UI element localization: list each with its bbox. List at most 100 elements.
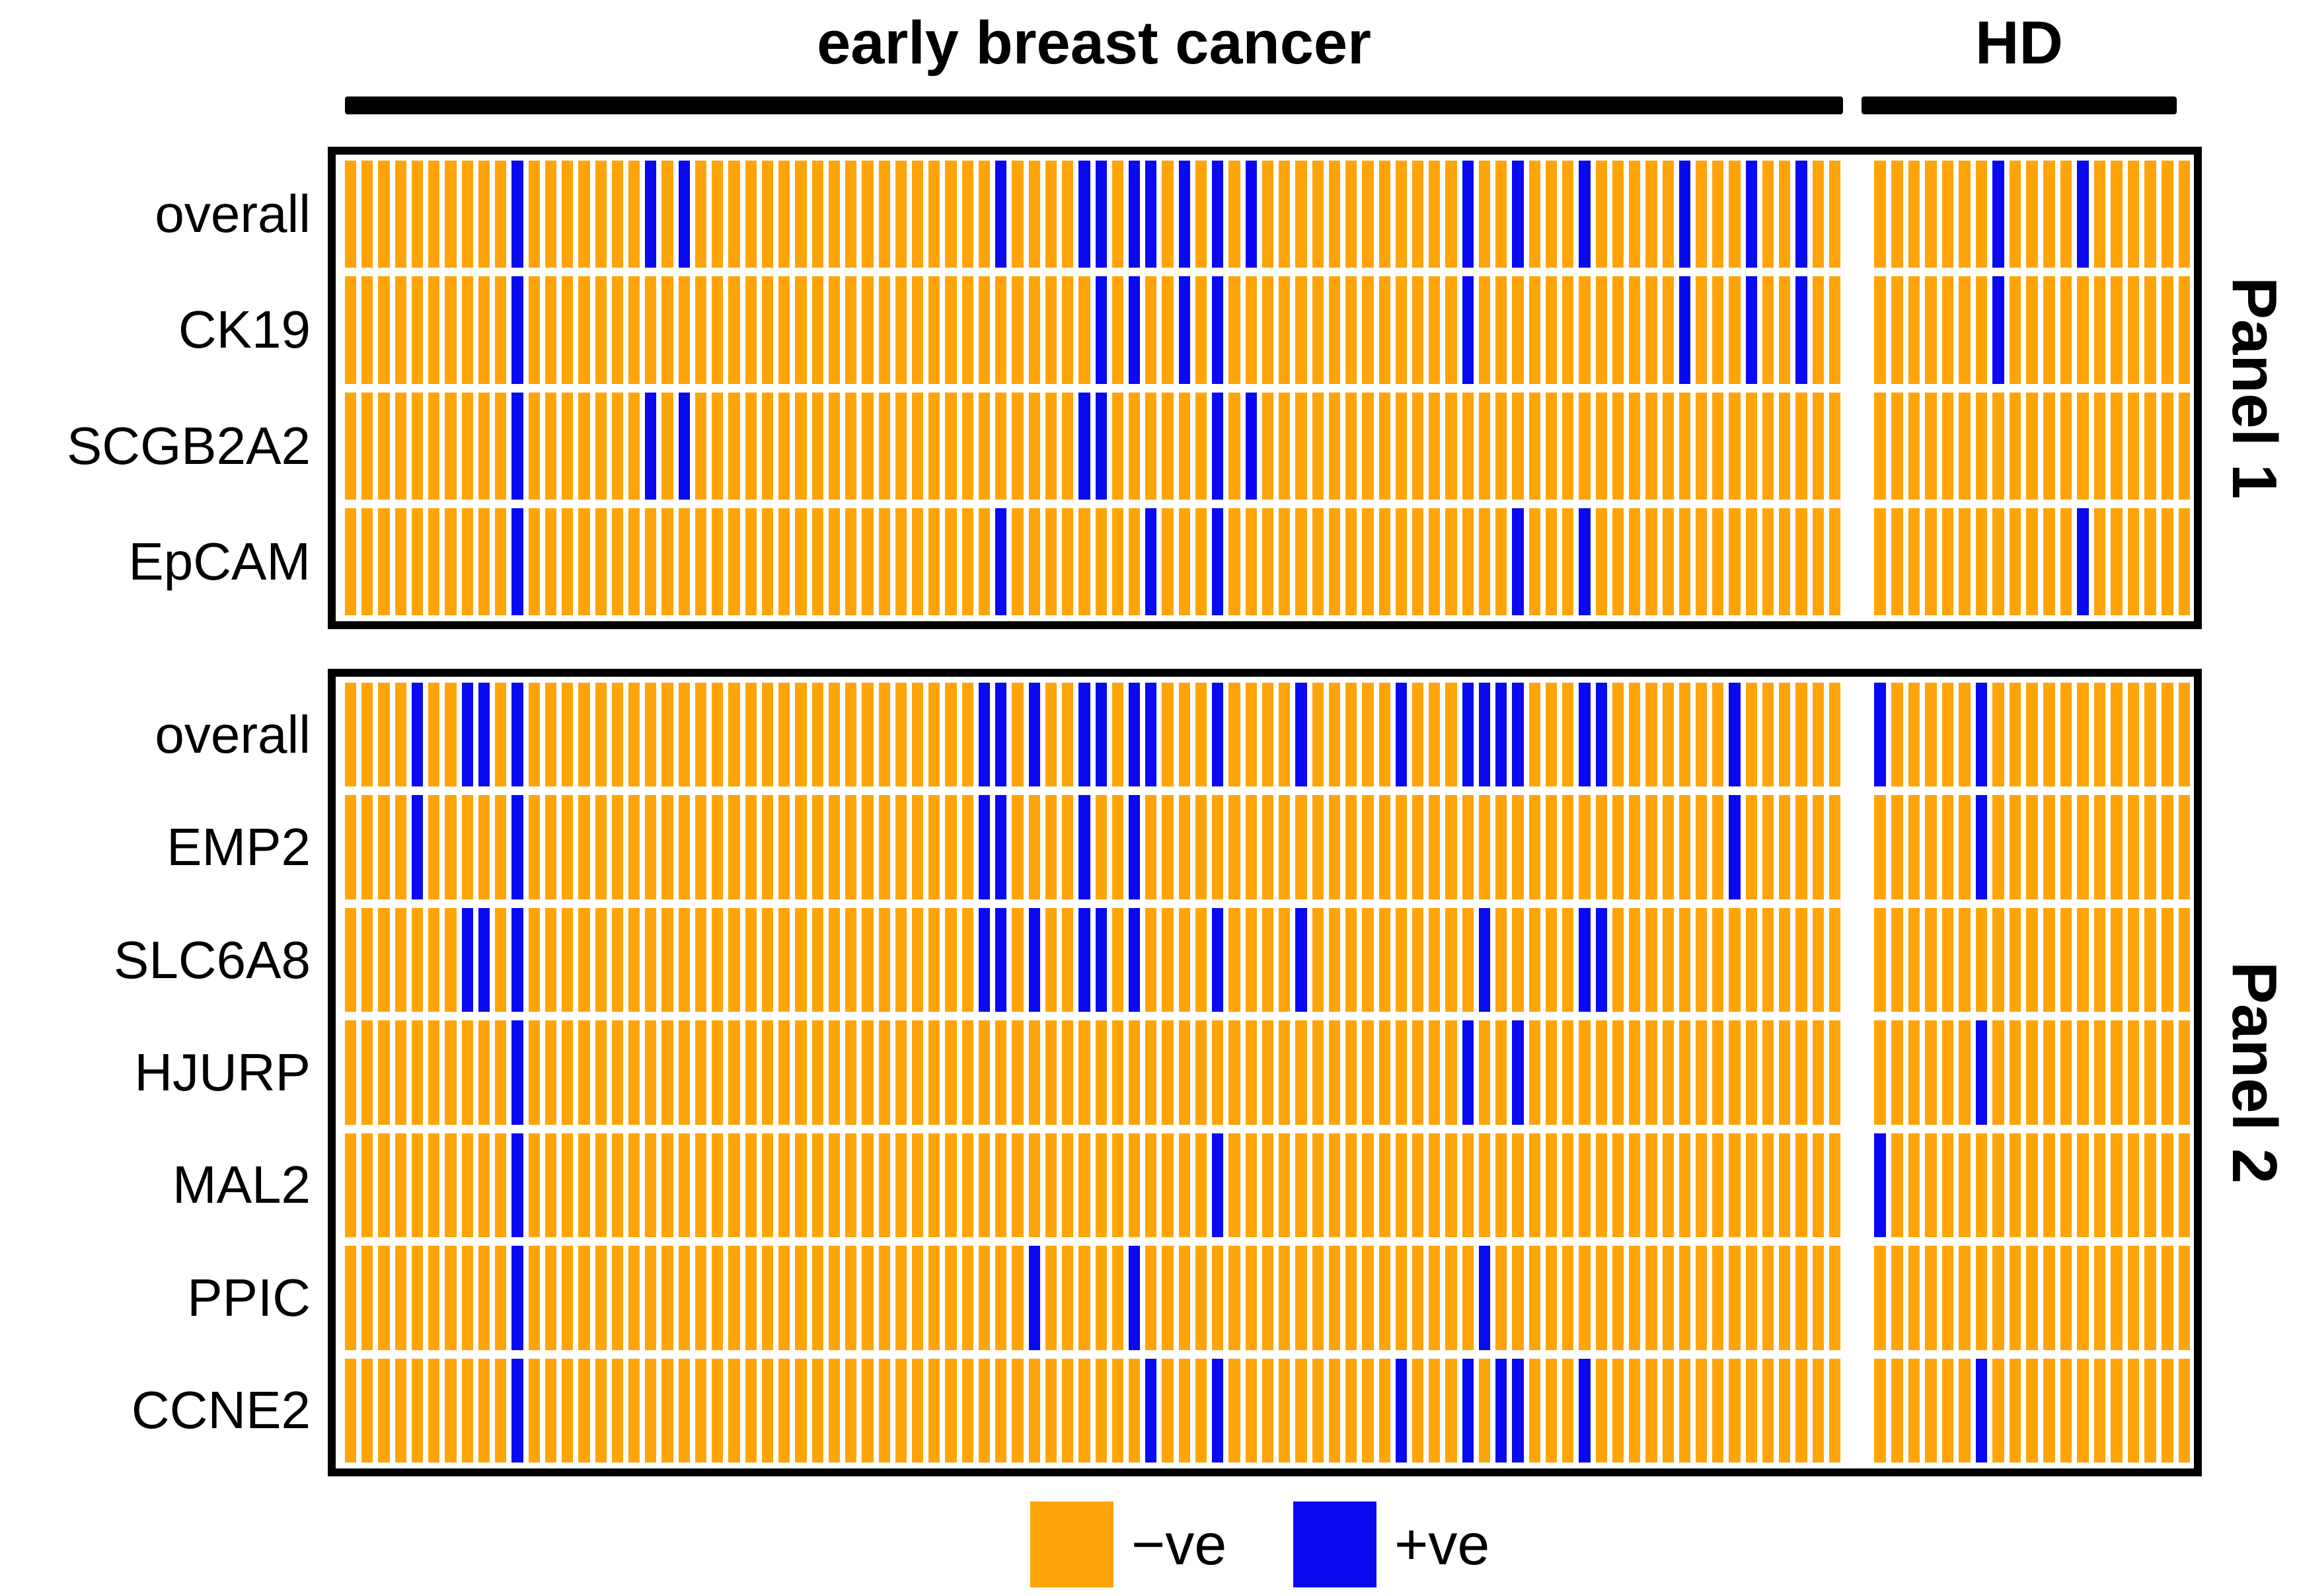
- sample-bar-ebc-66-negative: [1429, 907, 1441, 1012]
- sample-bar-ebc-68-positive: [1462, 161, 1474, 268]
- sample-bar-hd-19-negative: [2178, 1020, 2191, 1125]
- sample-bar-hd-2-negative: [1891, 392, 1903, 500]
- sample-bar-ebc-13-negative: [545, 683, 557, 787]
- sample-bar-ebc-38-negative: [961, 161, 973, 268]
- sample-bar-ebc-19-positive: [645, 392, 657, 500]
- sample-bar-ebc-46-positive: [1095, 683, 1107, 787]
- sample-bar-ebc-51-negative: [1178, 683, 1190, 787]
- sample-bar-hd-17-negative: [2144, 508, 2156, 615]
- sample-bar-ebc-33-negative: [878, 392, 890, 500]
- sample-bar-ebc-27-negative: [778, 508, 790, 615]
- sample-bar-ebc-27-negative: [778, 1133, 790, 1238]
- sample-bar-ebc-36-negative: [928, 1246, 940, 1350]
- sample-bar-ebc-37-negative: [945, 1246, 957, 1350]
- sample-bar-ebc-63-negative: [1378, 1133, 1390, 1238]
- sample-bar-ebc-4-negative: [395, 795, 406, 899]
- sample-bar-ebc-82-negative: [1695, 907, 1708, 1012]
- sample-bar-ebc-47-negative: [1111, 1020, 1124, 1125]
- sample-bar-ebc-29-negative: [811, 1358, 823, 1463]
- sample-bar-hd-7-positive: [1975, 1020, 1988, 1125]
- sample-bar-hd-18-negative: [2161, 392, 2173, 500]
- sample-bar-ebc-65-negative: [1412, 508, 1424, 615]
- sample-bar-ebc-1-negative: [345, 795, 357, 899]
- sample-bar-ebc-74-negative: [1562, 1358, 1574, 1463]
- sample-bar-ebc-72-negative: [1528, 1020, 1540, 1125]
- sample-bar-ebc-35-negative: [911, 1358, 924, 1463]
- sample-bar-ebc-55-negative: [1245, 907, 1257, 1012]
- sample-bar-ebc-21-positive: [678, 161, 690, 268]
- sample-bar-ebc-89-negative: [1812, 161, 1824, 268]
- sample-bar-ebc-1-negative: [345, 1020, 357, 1125]
- sample-bar-ebc-23-negative: [712, 1020, 724, 1125]
- sample-bar-ebc-55-negative: [1245, 1133, 1257, 1238]
- sample-bar-ebc-68-positive: [1462, 276, 1474, 384]
- sample-bar-hd-5-negative: [1941, 1246, 1954, 1350]
- sample-bar-ebc-79-negative: [1645, 1246, 1657, 1350]
- sample-bar-ebc-14-negative: [562, 276, 574, 384]
- sample-bar-ebc-69-negative: [1478, 1020, 1491, 1125]
- sample-bar-hd-7-negative: [1975, 1246, 1988, 1350]
- sample-bar-ebc-81-negative: [1678, 683, 1690, 787]
- sample-bar-hd-5-negative: [1941, 795, 1954, 899]
- sample-bar-ebc-30-negative: [828, 683, 841, 787]
- sample-bar-ebc-87-negative: [1779, 392, 1791, 500]
- sample-bar-ebc-16-negative: [595, 276, 607, 384]
- sample-bar-ebc-86-negative: [1762, 508, 1774, 615]
- sample-bar-ebc-2-negative: [361, 1133, 373, 1238]
- row-label-ck19: CK19: [178, 300, 311, 360]
- sample-bar-ebc-30-negative: [828, 907, 841, 1012]
- sample-bar-hd-19-negative: [2178, 683, 2191, 787]
- sample-bar-ebc-11-positive: [511, 907, 523, 1012]
- sample-bar-ebc-40-negative: [995, 1358, 1007, 1463]
- row-label-mal2: MAL2: [172, 1155, 311, 1215]
- sample-bar-hd-7-negative: [1975, 508, 1988, 615]
- sample-bar-ebc-15-negative: [578, 508, 590, 615]
- sample-bar-ebc-8-negative: [461, 508, 473, 615]
- sample-bar-ebc-45-positive: [1078, 161, 1090, 268]
- sample-bar-hd-3-negative: [1908, 795, 1920, 899]
- sample-bar-ebc-3-negative: [378, 508, 390, 615]
- sample-bar-ebc-9-negative: [478, 392, 490, 500]
- sample-bar-ebc-44-negative: [1062, 1358, 1074, 1463]
- sample-bar-ebc-8-negative: [461, 1358, 473, 1463]
- sample-bar-ebc-72-negative: [1528, 683, 1540, 787]
- sample-bar-ebc-12-negative: [528, 1133, 540, 1238]
- sample-bar-ebc-31-negative: [845, 1358, 857, 1463]
- sample-bar-ebc-79-negative: [1645, 161, 1657, 268]
- sample-bar-ebc-60-negative: [1328, 392, 1341, 500]
- sample-bar-hd-17-negative: [2144, 392, 2156, 500]
- sample-bar-ebc-88-negative: [1795, 1020, 1807, 1125]
- sample-bar-ebc-75-positive: [1579, 508, 1591, 615]
- sample-bar-ebc-43-negative: [1045, 508, 1057, 615]
- sample-bar-ebc-72-negative: [1528, 276, 1540, 384]
- sample-bar-ebc-2-negative: [361, 795, 373, 899]
- sample-bar-ebc-29-negative: [811, 392, 823, 500]
- sample-bar-ebc-89-negative: [1812, 508, 1824, 615]
- sample-bar-ebc-22-negative: [695, 161, 707, 268]
- sample-bar-ebc-71-negative: [1512, 795, 1524, 899]
- sample-bar-ebc-10-negative: [495, 1358, 507, 1463]
- sample-bar-ebc-23-negative: [712, 161, 724, 268]
- sample-bar-hd-4-negative: [1925, 907, 1937, 1012]
- sample-group-hd: [1874, 683, 2191, 787]
- sample-bar-ebc-75-positive: [1579, 161, 1591, 268]
- sample-bar-ebc-17-negative: [611, 1133, 623, 1238]
- sample-bar-ebc-76-negative: [1595, 508, 1607, 615]
- sample-group-hd: [1874, 907, 2191, 1012]
- sample-bar-ebc-41-negative: [1012, 1246, 1024, 1350]
- sample-bar-ebc-82-negative: [1695, 1133, 1708, 1238]
- sample-bar-ebc-25-negative: [745, 907, 757, 1012]
- sample-bar-ebc-1-negative: [345, 907, 357, 1012]
- sample-bar-ebc-2-negative: [361, 1358, 373, 1463]
- sample-bar-ebc-31-negative: [845, 1246, 857, 1350]
- sample-bar-ebc-83-negative: [1712, 1020, 1724, 1125]
- sample-bar-ebc-2-negative: [361, 161, 373, 268]
- sample-bar-ebc-14-negative: [562, 508, 574, 615]
- sample-bar-hd-7-negative: [1975, 161, 1988, 268]
- sample-bar-ebc-23-negative: [712, 508, 724, 615]
- sample-bar-ebc-61-negative: [1345, 795, 1357, 899]
- sample-bar-ebc-58-negative: [1295, 1020, 1307, 1125]
- sample-group-ebc: [345, 1133, 1841, 1238]
- sample-bar-ebc-64-negative: [1395, 907, 1407, 1012]
- sample-bar-ebc-45-positive: [1078, 907, 1090, 1012]
